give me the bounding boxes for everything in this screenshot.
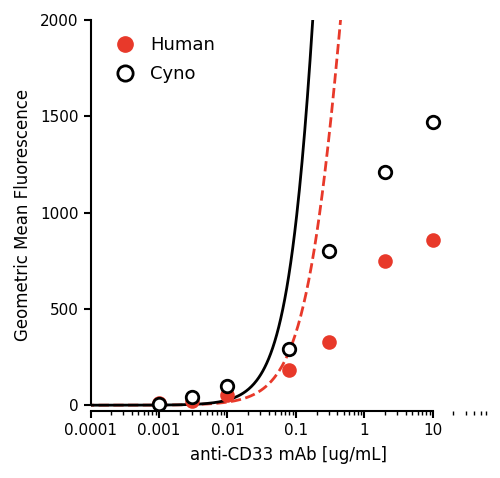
- Legend: Human, Cyno: Human, Cyno: [100, 29, 222, 90]
- X-axis label: anti-CD33 mAb [ug/mL]: anti-CD33 mAb [ug/mL]: [190, 446, 387, 464]
- Y-axis label: Geometric Mean Fluorescence: Geometric Mean Fluorescence: [14, 89, 32, 341]
